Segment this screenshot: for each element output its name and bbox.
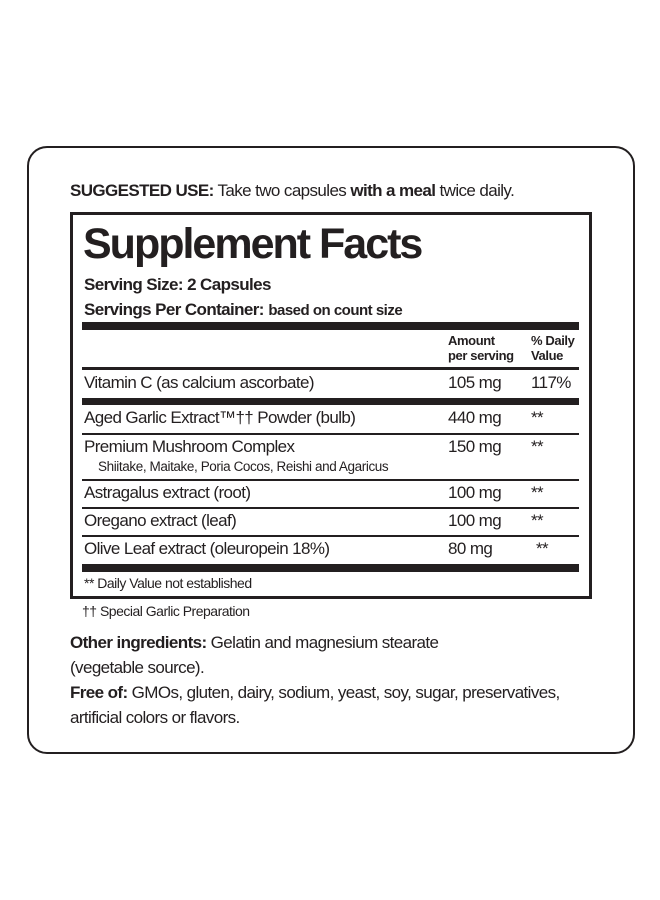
other-ingredients-line2: (vegetable source). bbox=[70, 658, 205, 677]
rule bbox=[82, 433, 579, 435]
thick-rule bbox=[82, 322, 579, 330]
row-name: Olive Leaf extract (oleuropein 18%) bbox=[84, 539, 330, 558]
suggested-use-text: Take two capsules bbox=[213, 181, 351, 200]
amount-header-line1: Amount bbox=[448, 333, 495, 348]
table-row: Aged Garlic Extract™†† Powder (bulb) 440 … bbox=[84, 408, 578, 432]
supplement-facts-box bbox=[70, 212, 592, 599]
other-ingredients-label: Other ingredients: bbox=[70, 633, 207, 652]
footnote: ** Daily Value not established bbox=[84, 575, 252, 591]
table-row: Premium Mushroom Complex Shiitake, Maitak… bbox=[84, 437, 578, 479]
row-dv: 117% bbox=[531, 373, 571, 392]
row-dv: ** bbox=[531, 408, 544, 427]
facts-title: Supplement Facts bbox=[83, 220, 423, 268]
suggested-use-text-end: twice daily. bbox=[435, 181, 515, 200]
thick-rule bbox=[82, 564, 579, 572]
row-amount: 105 mg bbox=[448, 373, 502, 392]
row-dv: ** bbox=[531, 437, 544, 456]
suggested-use-label: SUGGESTED USE: bbox=[70, 181, 214, 200]
row-dv: ** bbox=[531, 483, 544, 502]
row-amount: 440 mg bbox=[448, 408, 502, 427]
label-panel bbox=[27, 146, 635, 754]
rule bbox=[82, 535, 579, 537]
row-name: Premium Mushroom Complex bbox=[84, 437, 295, 456]
row-amount: 100 mg bbox=[448, 511, 502, 530]
row-dv: ** bbox=[531, 511, 544, 530]
rule bbox=[82, 507, 579, 509]
free-of-line2: artificial colors or flavors. bbox=[70, 708, 240, 727]
row-name: Vitamin C (as calcium ascorbate) bbox=[84, 373, 315, 392]
thick-rule bbox=[82, 398, 579, 405]
rule bbox=[82, 479, 579, 481]
servings-value: based on count size bbox=[268, 302, 403, 319]
serving-size: Serving Size: 2 Capsules bbox=[84, 275, 271, 294]
rule bbox=[82, 367, 579, 370]
table-row: Astragalus extract (root) 100 mg ** bbox=[84, 483, 578, 507]
free-of-label: Free of: bbox=[70, 683, 128, 702]
servings-label: Servings Per Container: bbox=[84, 300, 264, 319]
table-row: Olive Leaf extract (oleuropein 18%) 80 mg… bbox=[84, 539, 578, 563]
amount-header-line2: per serving bbox=[448, 348, 514, 363]
table-row: Oregano extract (leaf) 100 mg ** bbox=[84, 511, 578, 535]
row-amount: 100 mg bbox=[448, 483, 502, 502]
row-name: Aged Garlic Extract™†† Powder (bulb) bbox=[84, 408, 356, 427]
table-row: Vitamin C (as calcium ascorbate) 105 mg 11… bbox=[84, 373, 578, 397]
free-of-line1: GMOs, gluten, dairy, sodium, yeast, soy,… bbox=[127, 683, 561, 702]
other-ingredients: Other ingredients: Gelatin and magnesium… bbox=[70, 630, 439, 680]
row-name: Astragalus extract (root) bbox=[84, 483, 251, 502]
amount-header: Amount per serving bbox=[448, 333, 514, 363]
suggested-use-bold: with a meal bbox=[350, 181, 436, 200]
row-dv: ** bbox=[536, 539, 549, 558]
other-ingredients-line1: Gelatin and magnesium stearate bbox=[206, 633, 439, 652]
free-of: Free of: GMOs, gluten, dairy, sodium, ye… bbox=[70, 680, 560, 730]
row-name: Oregano extract (leaf) bbox=[84, 511, 237, 530]
row-amount: 80 mg bbox=[448, 539, 493, 558]
garlic-note: †† Special Garlic Preparation bbox=[82, 603, 250, 619]
servings-per-container: Servings Per Container: based on count s… bbox=[84, 300, 403, 320]
suggested-use: SUGGESTED USE: Take two capsules with a … bbox=[70, 181, 515, 201]
dv-header: % Daily Value bbox=[531, 333, 575, 363]
row-amount: 150 mg bbox=[448, 437, 502, 456]
row-subtext: Shiitake, Maitake, Poria Cocos, Reishi a… bbox=[98, 459, 389, 474]
dv-header-line2: Value bbox=[531, 348, 563, 363]
dv-header-line1: % Daily bbox=[531, 333, 575, 348]
